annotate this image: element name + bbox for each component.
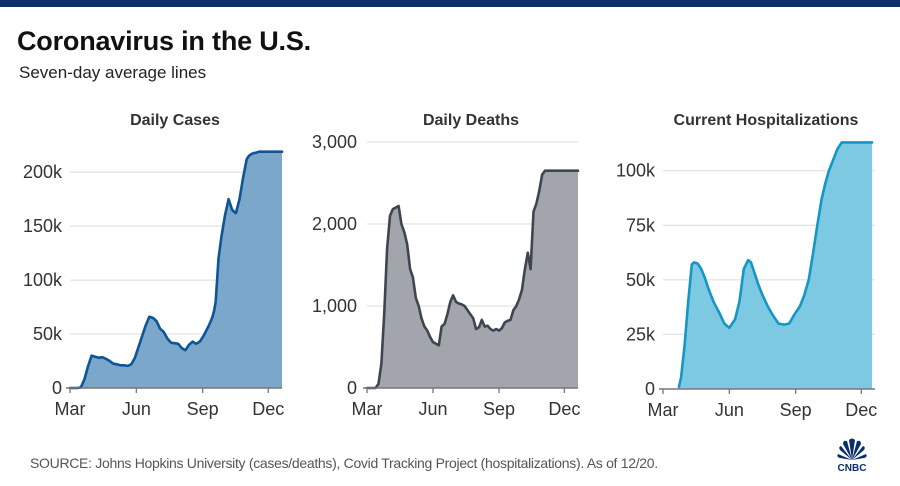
x-tick-label: Sep [483, 399, 515, 419]
y-tick-label: 75k [626, 215, 656, 235]
y-tick-label: 0 [347, 378, 357, 398]
x-tick-label: Dec [548, 399, 580, 419]
source-note: SOURCE: Johns Hopkins University (cases/… [30, 455, 658, 471]
y-tick-label: 2,000 [312, 214, 357, 234]
series-line [677, 141, 874, 389]
y-tick-label: 1,000 [312, 296, 357, 316]
chart-title: Current Hospitalizations [674, 112, 859, 129]
y-tick-label: 3,000 [312, 132, 357, 152]
y-tick-label: 50k [33, 324, 63, 344]
area-fill [678, 142, 873, 389]
page-subtitle: Seven-day average lines [19, 63, 207, 82]
chart-hospitalizations: Current Hospitalizations 0 25k 50k 75k 100k Ma… [616, 112, 877, 420]
chart-title: Daily Deaths [423, 112, 519, 129]
chart-title: Daily Cases [130, 112, 220, 129]
x-tick-label: Mar [55, 399, 86, 419]
series-line [68, 150, 284, 390]
x-tick-label: Jun [419, 399, 448, 419]
y-tick-label: 200k [23, 162, 63, 182]
chart-cases: Daily Cases 0 50k 100k 150k 200k Mar Jun Sep Dec [23, 112, 284, 419]
x-tick-label: Jun [715, 400, 744, 420]
y-tick-label: 50k [626, 270, 656, 290]
x-tick-label: Dec [252, 399, 284, 419]
area-fill [367, 170, 578, 388]
x-tick-label: Sep [187, 399, 219, 419]
x-tick-label: Mar [648, 400, 679, 420]
logo-text: CNBC [838, 463, 867, 474]
x-tick-label: Jun [122, 399, 151, 419]
area-fill [70, 151, 282, 388]
cnbc-logo: CNBC [837, 438, 867, 474]
y-tick-label: 100k [616, 161, 656, 181]
x-tick-label: Mar [352, 399, 383, 419]
page-title: Coronavirus in the U.S. [17, 26, 311, 56]
y-tick-label: 100k [23, 270, 63, 290]
y-tick-label: 0 [52, 378, 62, 398]
x-tick-label: Dec [845, 400, 877, 420]
chart-deaths: Daily Deaths 0 1,000 2,000 3,000 Mar Jun Sep Dec [312, 112, 580, 419]
series-line [365, 169, 580, 390]
y-tick-label: 25k [626, 324, 656, 344]
y-tick-label: 150k [23, 216, 63, 236]
peacock-icon [837, 438, 867, 460]
x-tick-label: Sep [780, 400, 812, 420]
top-bar [0, 0, 900, 7]
y-tick-label: 0 [645, 379, 655, 399]
